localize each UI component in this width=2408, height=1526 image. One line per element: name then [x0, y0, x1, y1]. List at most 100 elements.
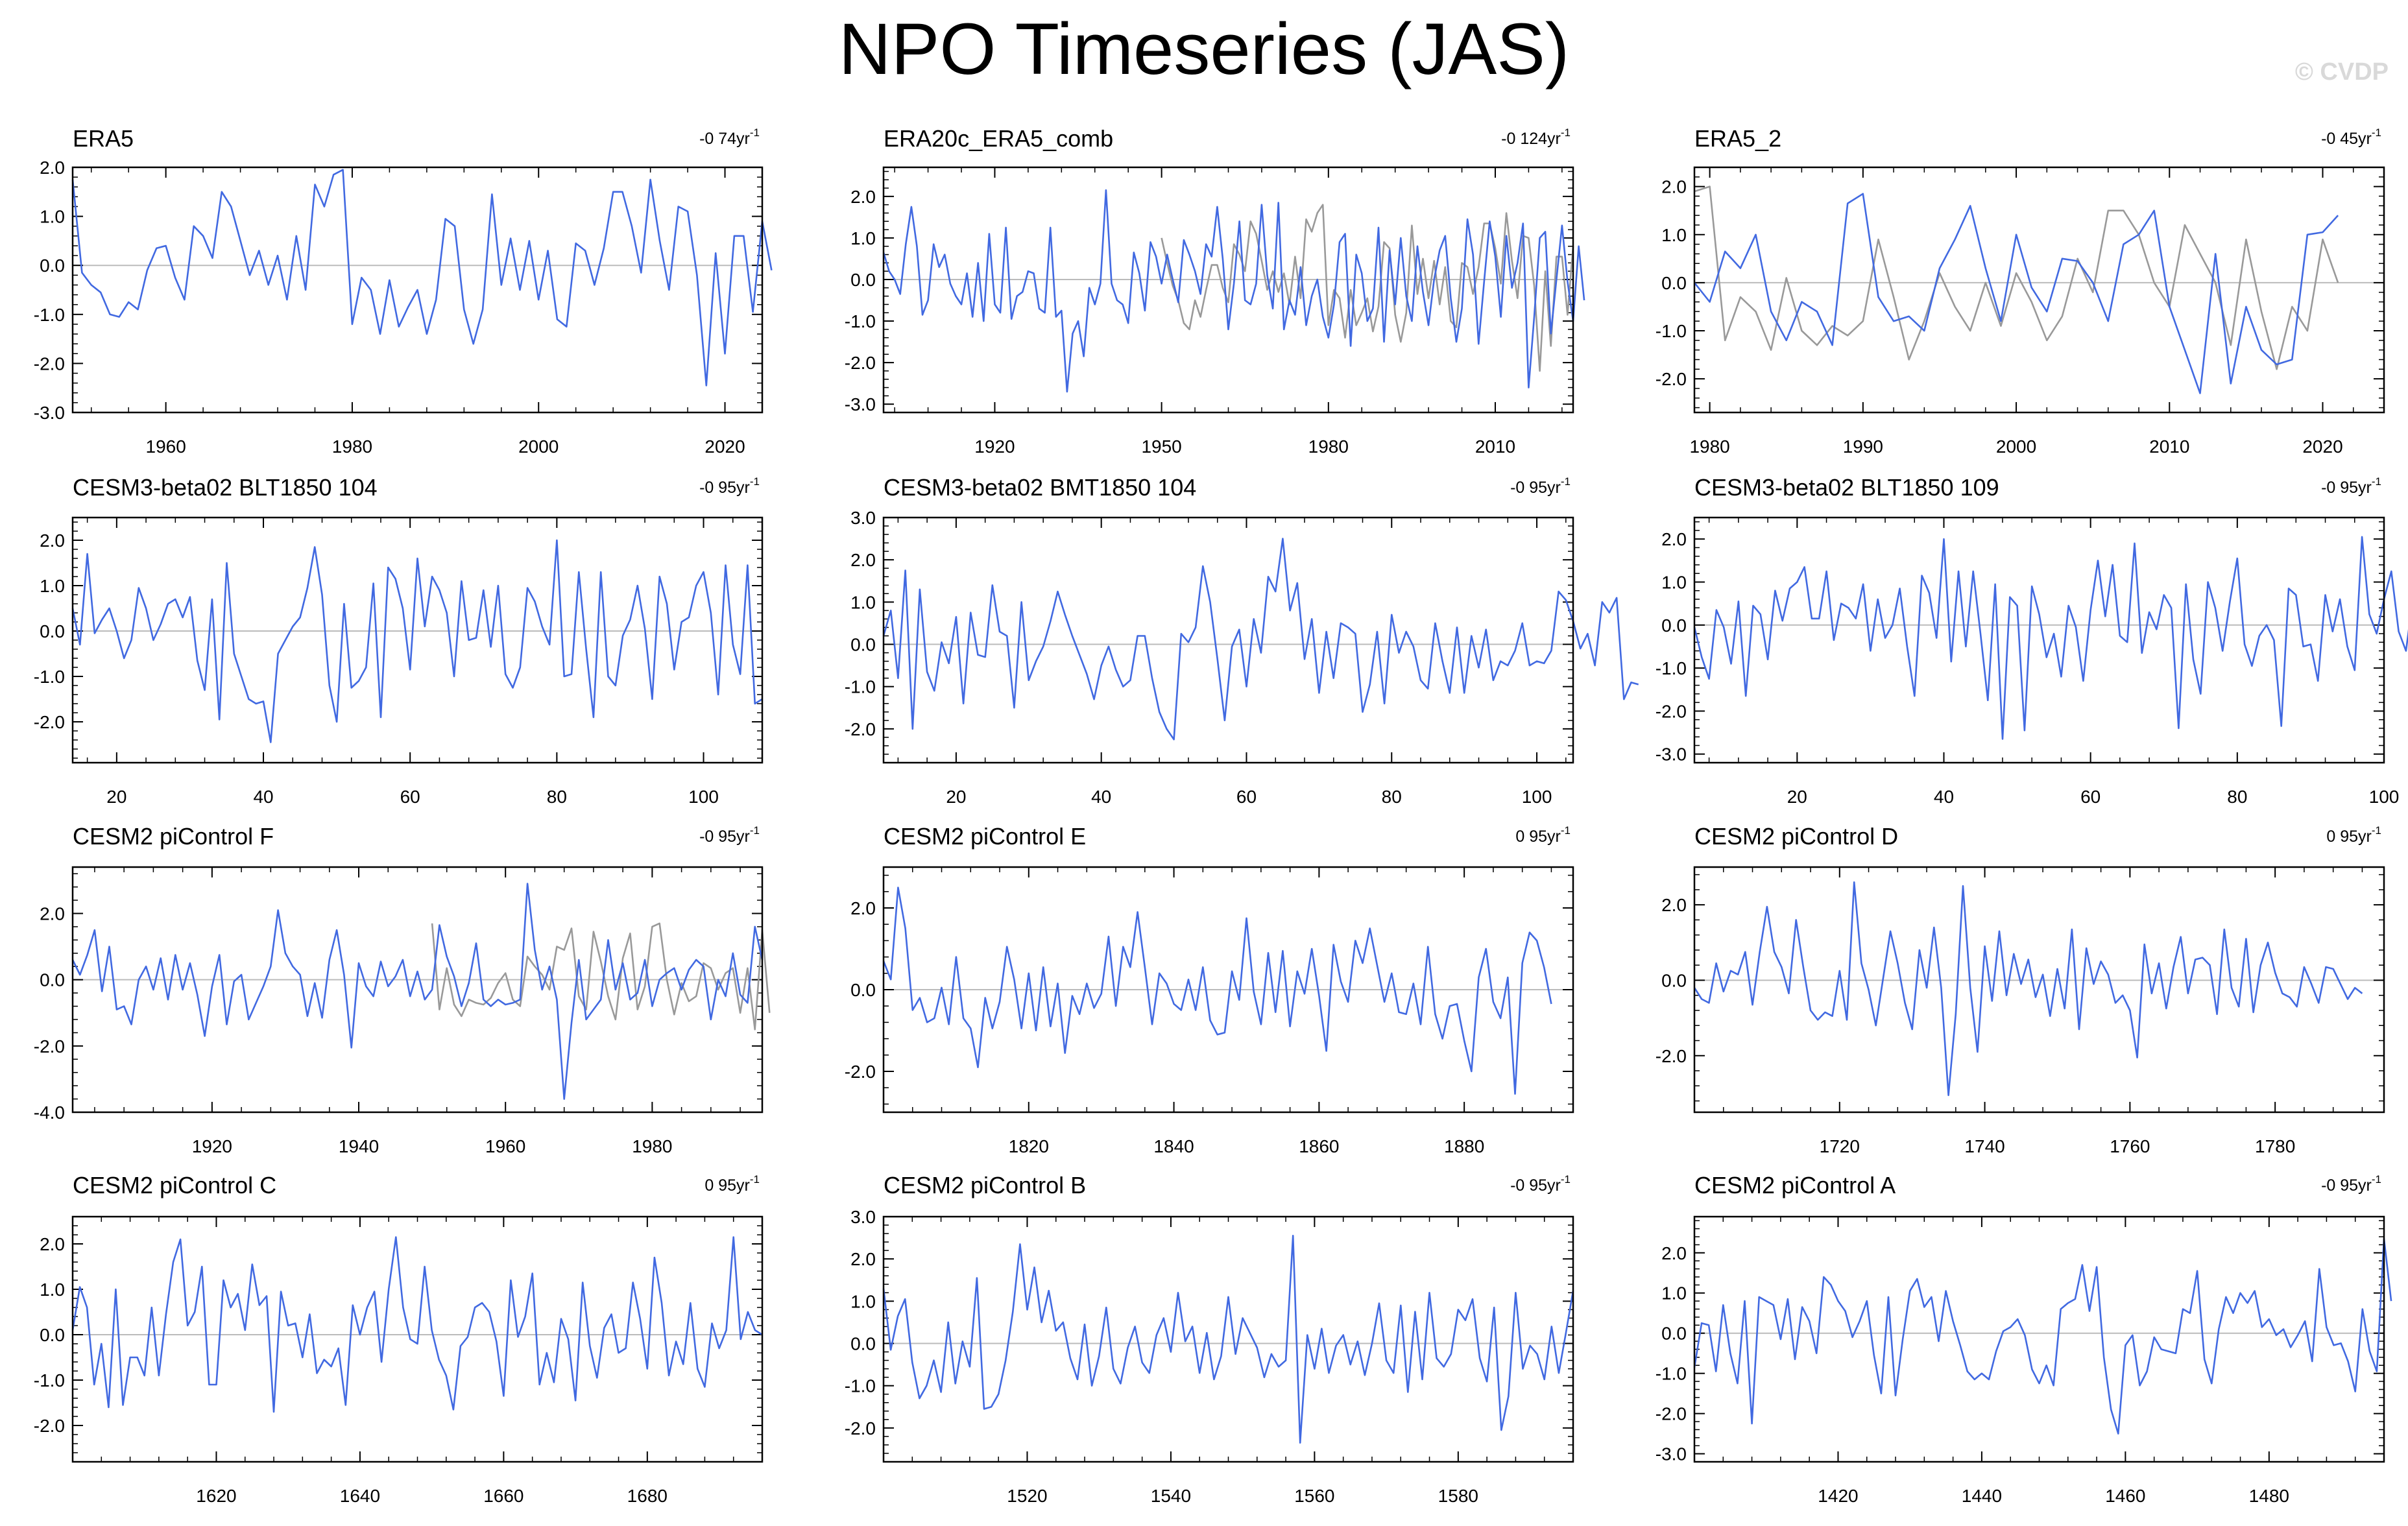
y-tick-label: 2.0: [850, 898, 876, 918]
x-tick-label: 1480: [2249, 1486, 2289, 1506]
trend-unit-exponent: -1: [750, 824, 760, 837]
x-tick-label: 1780: [2255, 1136, 2295, 1156]
panel-title: CESM3-beta02 BMT1850 104: [884, 474, 1196, 501]
x-tick-label: 1640: [340, 1486, 380, 1506]
y-tick-label: 1.0: [850, 1291, 876, 1311]
y-tick-label: 0.0: [1661, 615, 1687, 636]
x-tick-label: 1540: [1151, 1486, 1191, 1506]
y-tick-label: -2.0: [1655, 1046, 1687, 1066]
y-tick-label: 2.0: [40, 158, 65, 178]
trend-label: -0 95yr-1: [1510, 475, 1571, 497]
x-tick-label: 2000: [518, 436, 559, 457]
trend-label: -0 74yr-1: [699, 126, 760, 148]
panel-title: CESM2 piControl C: [73, 1172, 276, 1198]
y-tick-label: 2.0: [1661, 177, 1687, 197]
npo-series-line: [882, 538, 1639, 741]
y-tick-label: 0.0: [40, 1325, 65, 1345]
trend-label: -0 124yr-1: [1501, 126, 1571, 148]
panel-title: ERA5: [73, 125, 134, 152]
x-tick-label: 60: [1236, 787, 1257, 807]
plot-frame: [71, 1215, 764, 1463]
x-tick-label: 1440: [1962, 1486, 2002, 1506]
y-tick-label: -1.0: [845, 1376, 876, 1396]
trend-label: 0 95yr-1: [1515, 824, 1571, 846]
y-tick-label: 0.0: [850, 270, 876, 290]
npo-series-line: [71, 883, 764, 1100]
npo-panel-5: CESM3-beta02 BMT1850 104 -0 95yr-1 3.0 2.0 1…: [845, 474, 1639, 807]
npo-series-line: [882, 189, 1585, 393]
y-tick-label: 1.0: [850, 592, 876, 612]
npo-panel-3: ERA5_2 -0 45yr-1 2.0 1.0 0.0 -1.0 -2.0 1980 1990…: [1655, 125, 2385, 457]
y-tick-label: 2.0: [1661, 1243, 1687, 1263]
y-tick-label: -2.0: [1655, 369, 1687, 389]
trend-value: -0 124yr: [1501, 130, 1561, 148]
npo-series-line: [1693, 881, 2363, 1097]
page-title: NPO Timeseries (JAS): [838, 8, 1570, 89]
x-tick-label: 1940: [339, 1136, 379, 1156]
x-tick-label: 100: [2369, 787, 2400, 807]
y-tick-label: -3.0: [1655, 1444, 1687, 1464]
x-tick-label: 40: [253, 787, 273, 807]
trend-unit-exponent: -1: [750, 126, 760, 139]
x-tick-label: 20: [1787, 787, 1807, 807]
y-tick-label: 0.0: [850, 980, 876, 1000]
y-tick-label: -1.0: [1655, 658, 1687, 678]
x-tick-label: 1680: [627, 1486, 668, 1506]
plot-frame: [882, 516, 1574, 764]
trend-label: -0 45yr-1: [2321, 126, 2381, 148]
trend-value: -0 74yr: [699, 130, 750, 148]
trend-label: -0 95yr-1: [699, 475, 760, 497]
plot-frame: [882, 866, 1574, 1114]
x-tick-label: 2020: [704, 436, 745, 457]
y-tick-label: 0.0: [40, 256, 65, 276]
x-tick-label: 1920: [192, 1136, 232, 1156]
x-tick-label: 1990: [1843, 436, 1883, 457]
npo-panel-11: CESM2 piControl B -0 95yr-1 3.0 2.0 1.0 0.0 -1…: [845, 1172, 1574, 1506]
trend-value: 0 95yr: [1515, 828, 1560, 846]
plot-frame: [1693, 166, 2385, 414]
x-tick-label: 1960: [146, 436, 186, 457]
y-tick-label: 0.0: [40, 970, 65, 990]
x-tick-label: 1520: [1007, 1486, 1047, 1506]
y-tick-label: 0.0: [1661, 273, 1687, 293]
npo-panel-7: CESM2 piControl F -0 95yr-1 2.0 0.0 -2.0 -4.0…: [34, 823, 771, 1156]
trend-label: -0 95yr-1: [699, 824, 760, 846]
x-tick-label: 100: [688, 787, 719, 807]
trend-label: 0 95yr-1: [2326, 824, 2381, 846]
x-tick-label: 1720: [1820, 1136, 1860, 1156]
y-tick-label: -3.0: [845, 394, 876, 414]
x-tick-label: 40: [1934, 787, 1954, 807]
panel-title: CESM2 piControl A: [1694, 1172, 1896, 1198]
panel-title: CESM3-beta02 BLT1850 109: [1694, 474, 1999, 501]
x-tick-label: 1740: [1964, 1136, 2005, 1156]
npo-panel-9: CESM2 piControl D 0 95yr-1 2.0 0.0 -2.0 1720 1…: [1655, 823, 2385, 1156]
secondary-series-line: [1161, 204, 1574, 372]
npo-panel-4: CESM3-beta02 BLT1850 104 -0 95yr-1 2.0 1.0 0…: [34, 474, 764, 807]
plot-frame: [71, 866, 764, 1114]
trend-value: -0 95yr: [1510, 1176, 1561, 1195]
x-tick-label: 100: [1522, 787, 1552, 807]
y-tick-label: 1.0: [1661, 572, 1687, 592]
y-tick-label: -2.0: [845, 719, 876, 739]
x-tick-label: 80: [547, 787, 567, 807]
x-tick-label: 80: [1382, 787, 1402, 807]
trend-unit-exponent: -1: [750, 475, 760, 488]
y-tick-label: -2.0: [1655, 1404, 1687, 1424]
panel-title: ERA5_2: [1694, 125, 1781, 152]
x-tick-label: 1580: [1438, 1486, 1478, 1506]
x-tick-label: 1620: [196, 1486, 236, 1506]
trend-unit-exponent: -1: [750, 1173, 760, 1186]
y-tick-label: 2.0: [40, 1234, 65, 1254]
y-tick-label: -1.0: [34, 667, 65, 687]
trend-label: -0 95yr-1: [2321, 1173, 2381, 1195]
npo-series-line: [71, 169, 773, 387]
y-tick-label: -2.0: [34, 353, 65, 374]
x-tick-label: 40: [1091, 787, 1111, 807]
y-tick-label: 1.0: [1661, 225, 1687, 245]
y-tick-label: 1.0: [1661, 1283, 1687, 1304]
y-tick-label: 0.0: [850, 635, 876, 655]
trend-unit-exponent: -1: [1561, 475, 1571, 488]
trend-value: -0 45yr: [2321, 130, 2372, 148]
npo-series-line: [71, 1236, 763, 1413]
